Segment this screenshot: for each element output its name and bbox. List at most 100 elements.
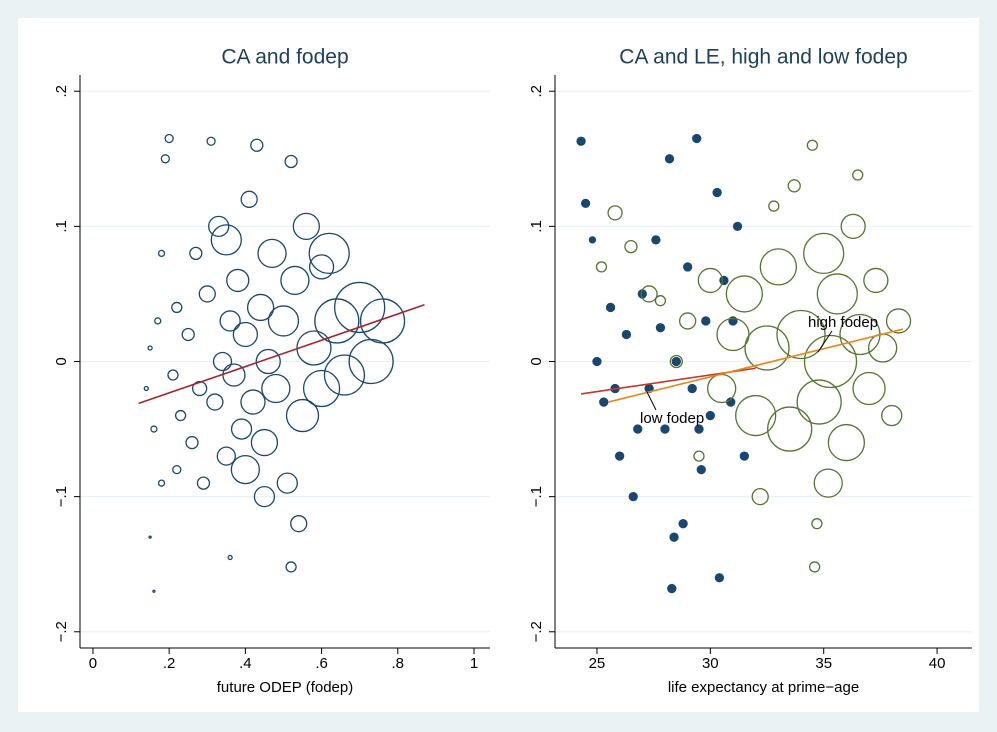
point bbox=[881, 404, 903, 427]
point bbox=[147, 345, 153, 351]
annotation-pointer bbox=[817, 330, 833, 353]
point bbox=[714, 573, 725, 583]
y-tick-label: −.1 bbox=[528, 486, 545, 507]
point bbox=[651, 235, 661, 245]
point bbox=[285, 398, 320, 433]
y-tick-label: .1 bbox=[528, 220, 545, 233]
point bbox=[284, 154, 298, 169]
point bbox=[697, 267, 723, 294]
point bbox=[712, 187, 722, 198]
point bbox=[261, 373, 291, 404]
point bbox=[227, 554, 233, 561]
point bbox=[148, 535, 152, 539]
point bbox=[292, 212, 320, 241]
point bbox=[185, 435, 199, 450]
point bbox=[701, 316, 711, 326]
fit-line bbox=[138, 303, 425, 405]
point bbox=[164, 133, 174, 144]
point bbox=[687, 383, 697, 394]
point bbox=[628, 491, 638, 502]
point bbox=[232, 321, 259, 348]
point bbox=[840, 213, 866, 240]
point bbox=[624, 239, 638, 254]
y-tick-label: −.2 bbox=[528, 621, 545, 642]
point bbox=[735, 394, 777, 437]
point bbox=[157, 249, 166, 258]
point bbox=[633, 424, 643, 434]
y-tick-label: .2 bbox=[528, 85, 545, 98]
graph-region bbox=[18, 18, 979, 712]
point bbox=[212, 351, 233, 372]
point bbox=[694, 424, 704, 434]
point bbox=[654, 295, 667, 307]
point bbox=[230, 454, 261, 485]
point bbox=[246, 293, 275, 322]
point bbox=[852, 169, 864, 181]
point bbox=[154, 317, 162, 325]
point bbox=[739, 451, 749, 461]
point bbox=[592, 356, 602, 367]
point bbox=[210, 224, 242, 256]
point bbox=[240, 190, 258, 208]
point bbox=[696, 464, 706, 475]
y-tick-label: −.1 bbox=[53, 486, 70, 507]
point bbox=[150, 425, 158, 433]
point bbox=[719, 275, 729, 286]
point bbox=[852, 371, 886, 406]
x-tick-label: .6 bbox=[315, 655, 328, 672]
point bbox=[803, 232, 845, 275]
y-tick-label: 0 bbox=[528, 357, 545, 365]
point bbox=[599, 397, 609, 407]
point bbox=[308, 232, 350, 275]
point bbox=[160, 154, 171, 164]
point bbox=[576, 136, 586, 146]
point bbox=[280, 265, 310, 296]
point bbox=[172, 464, 182, 475]
point bbox=[290, 515, 308, 533]
point bbox=[678, 519, 688, 529]
point bbox=[226, 268, 250, 293]
point bbox=[796, 379, 842, 425]
point bbox=[588, 236, 597, 244]
point bbox=[196, 476, 211, 490]
point bbox=[595, 261, 608, 273]
point bbox=[621, 329, 632, 340]
point bbox=[267, 305, 300, 337]
point bbox=[580, 198, 591, 209]
y-tick-label: 0 bbox=[53, 357, 70, 365]
point bbox=[257, 238, 287, 269]
point bbox=[157, 479, 166, 487]
point bbox=[308, 254, 335, 280]
point bbox=[206, 393, 224, 411]
x-tick-label: 35 bbox=[815, 655, 832, 672]
point bbox=[181, 327, 195, 342]
point bbox=[285, 561, 297, 573]
point bbox=[206, 136, 216, 146]
point bbox=[664, 154, 675, 164]
x-axis-label: future ODEP (fodep) bbox=[217, 679, 353, 696]
point bbox=[885, 308, 912, 334]
point bbox=[806, 139, 819, 151]
point bbox=[216, 446, 236, 466]
point bbox=[174, 409, 187, 422]
point bbox=[359, 298, 406, 344]
point bbox=[759, 248, 798, 286]
x-tick-label: .4 bbox=[239, 655, 252, 672]
y-tick-label: −.2 bbox=[53, 621, 70, 642]
y-tick-label: .2 bbox=[53, 85, 70, 98]
point bbox=[605, 302, 616, 313]
point bbox=[607, 205, 623, 221]
x-tick-label: 1 bbox=[470, 655, 478, 672]
point-group bbox=[576, 133, 749, 594]
y-tick-label: .1 bbox=[53, 220, 70, 233]
point bbox=[732, 221, 743, 232]
x-tick-label: 30 bbox=[702, 655, 719, 672]
point bbox=[302, 369, 341, 408]
x-tick-label: 25 bbox=[589, 655, 606, 672]
chart-title: CA and LE, high and low fodep bbox=[619, 46, 907, 69]
x-tick-label: 40 bbox=[929, 655, 946, 672]
point bbox=[669, 354, 683, 369]
x-tick-label: .2 bbox=[163, 655, 176, 672]
point bbox=[208, 215, 230, 238]
